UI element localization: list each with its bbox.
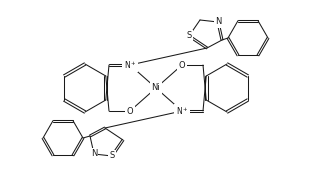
Text: S: S — [109, 151, 115, 160]
Text: N$^+$: N$^+$ — [176, 105, 188, 117]
Text: N: N — [215, 18, 221, 27]
Text: Ni: Ni — [151, 83, 160, 92]
Text: N$^+$: N$^+$ — [124, 59, 136, 71]
Text: S: S — [186, 31, 192, 40]
Text: O: O — [179, 61, 185, 70]
Text: O: O — [127, 106, 133, 115]
Text: N: N — [91, 149, 97, 158]
